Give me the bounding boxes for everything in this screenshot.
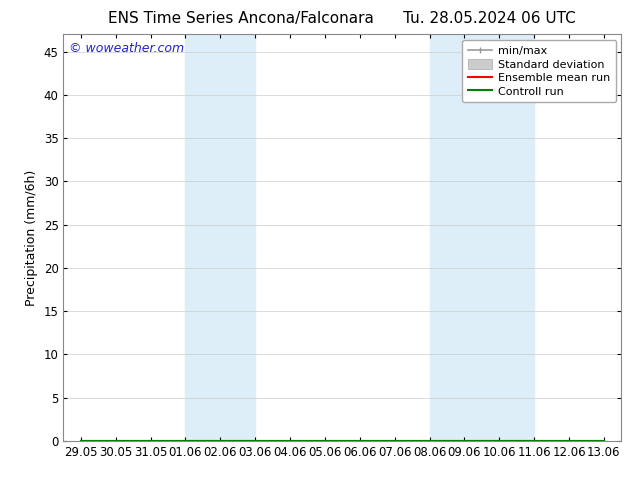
Legend: min/max, Standard deviation, Ensemble mean run, Controll run: min/max, Standard deviation, Ensemble me… xyxy=(462,40,616,102)
Title: ENS Time Series Ancona/Falconara      Tu. 28.05.2024 06 UTC: ENS Time Series Ancona/Falconara Tu. 28.… xyxy=(108,11,576,26)
Y-axis label: Precipitation (mm/6h): Precipitation (mm/6h) xyxy=(25,170,38,306)
Text: © woweather.com: © woweather.com xyxy=(69,43,184,55)
Bar xyxy=(429,34,534,441)
Bar xyxy=(185,34,255,441)
